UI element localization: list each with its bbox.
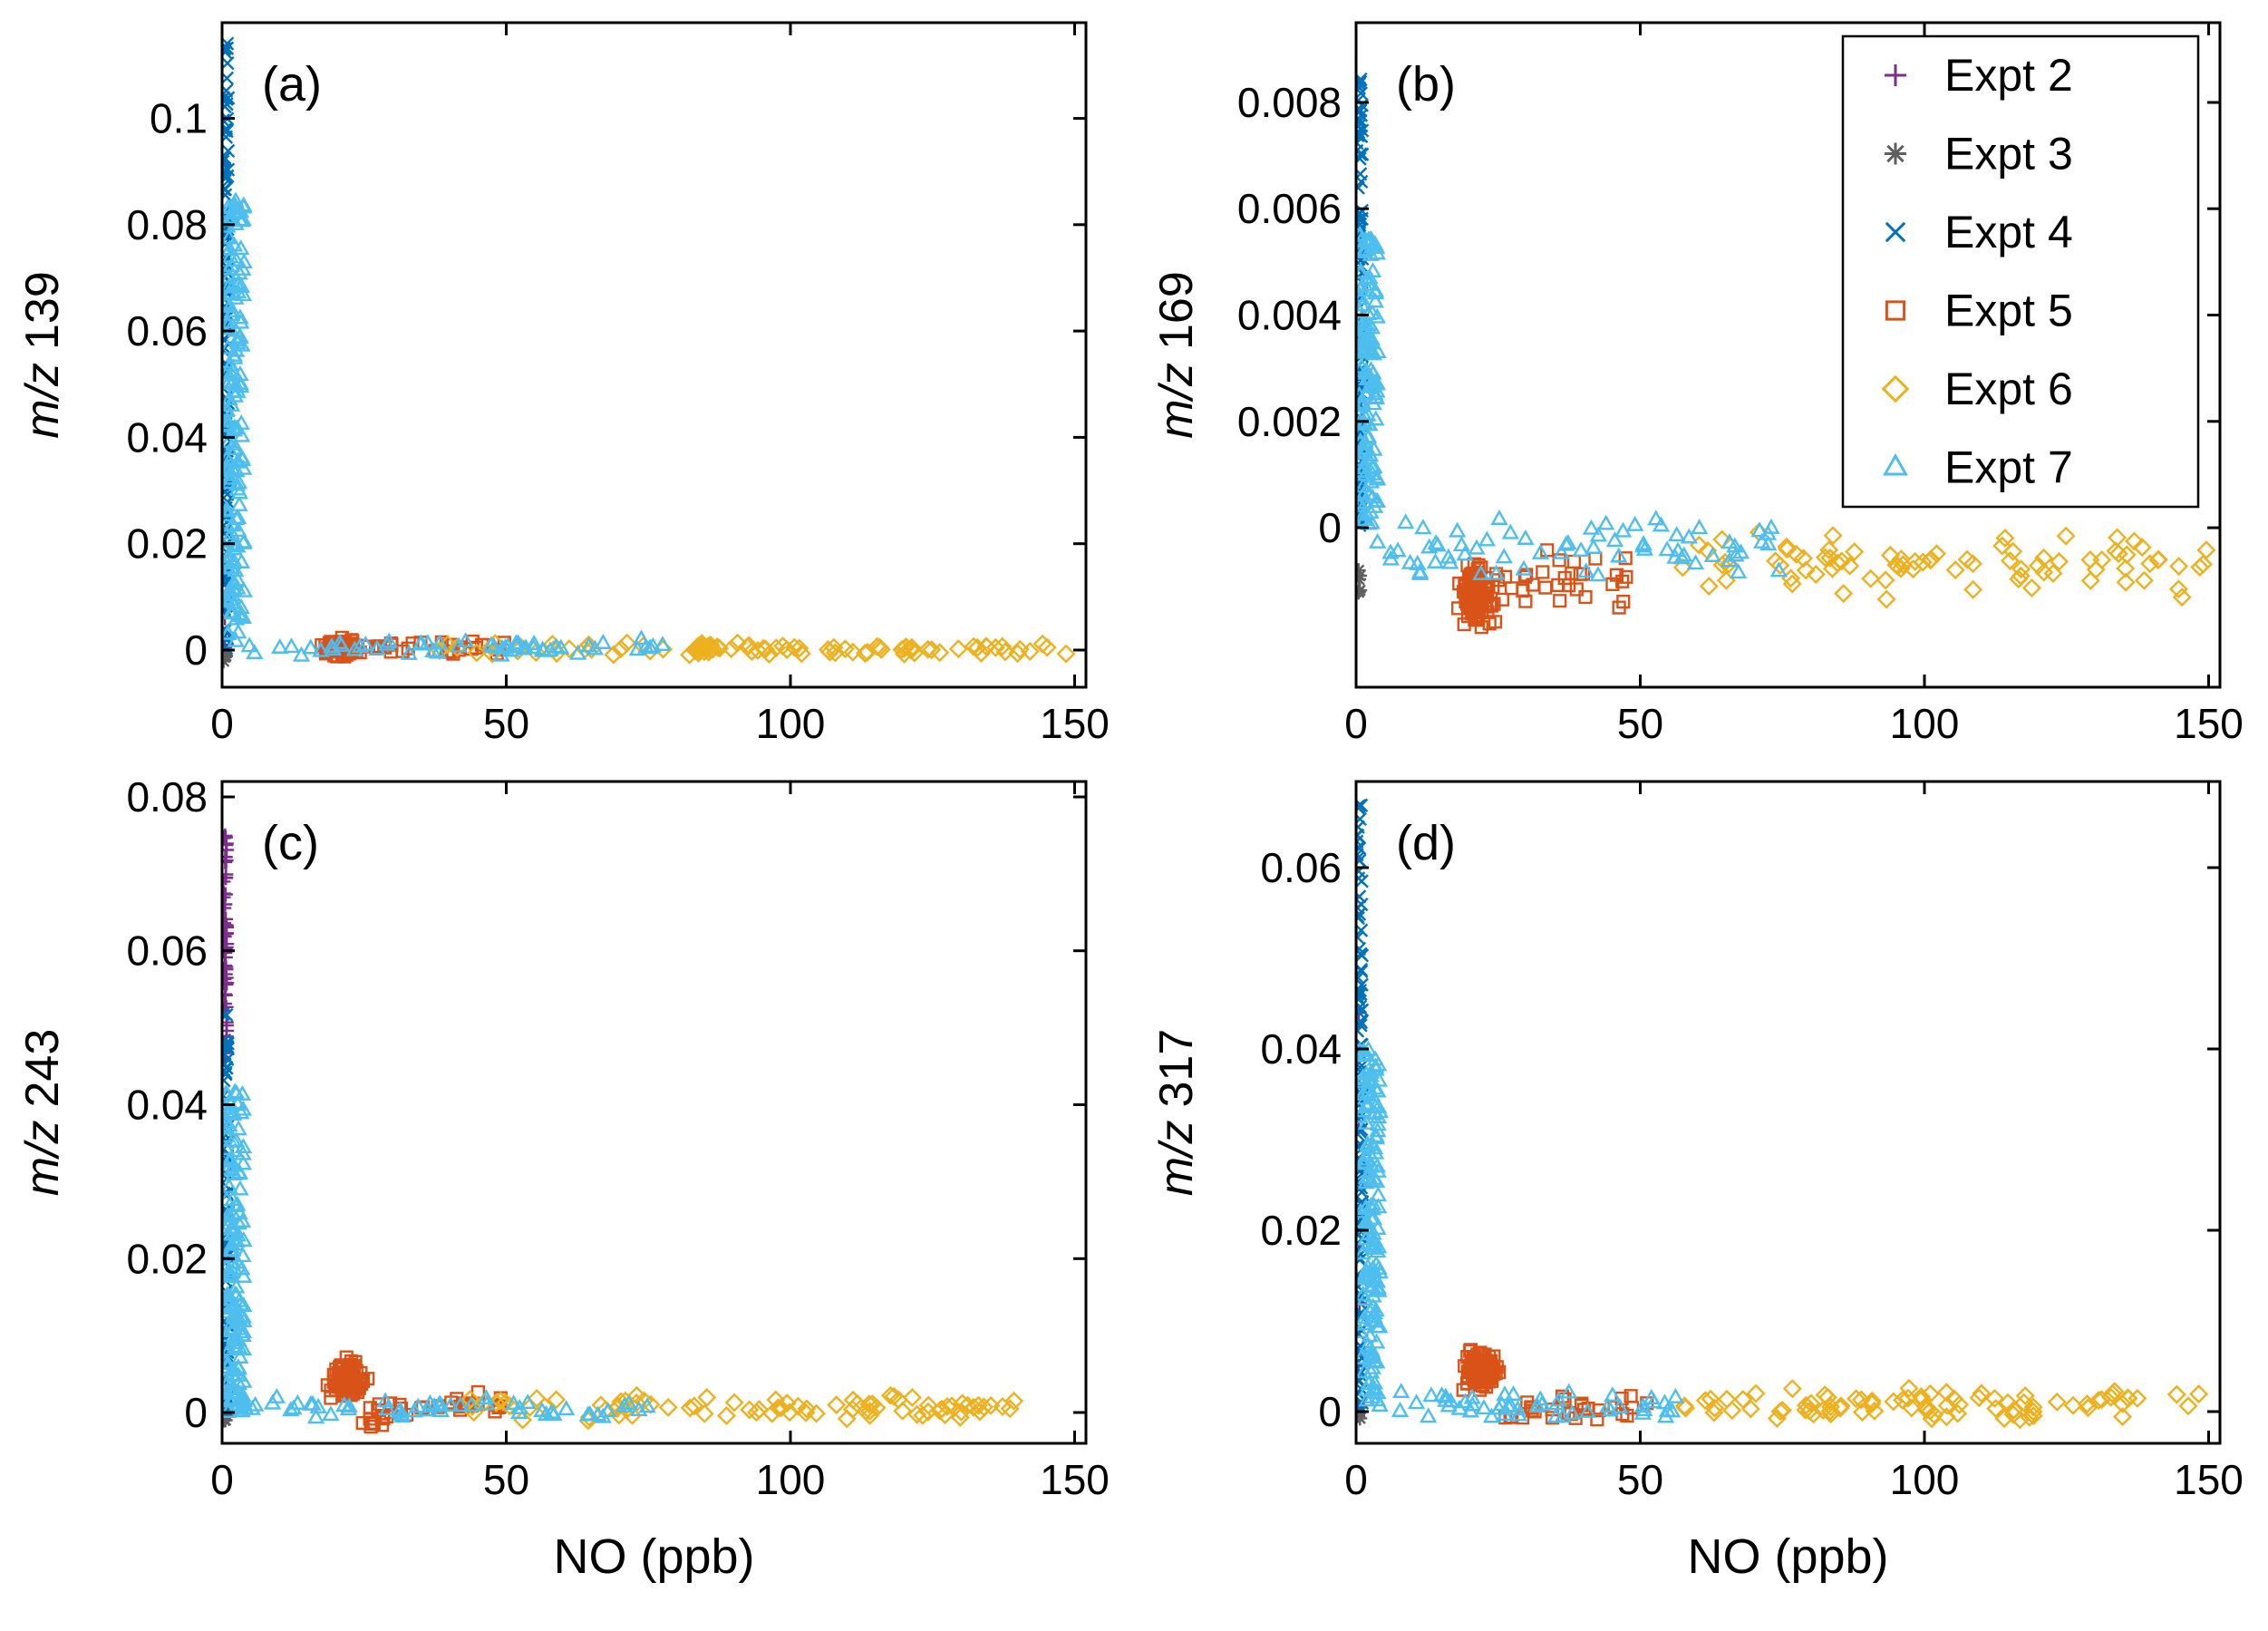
legend-item-label: Expt 3	[1944, 129, 2073, 180]
svg-text:150: 150	[2174, 1456, 2244, 1503]
svg-text:0.04: 0.04	[126, 1082, 208, 1129]
svg-text:0.004: 0.004	[1237, 292, 1342, 339]
svg-text:0.06: 0.06	[126, 927, 208, 975]
legend-item-label: Expt 5	[1944, 286, 2073, 336]
svg-text:50: 50	[1617, 700, 1663, 747]
series-expt5-points	[1451, 543, 1633, 635]
svg-text:50: 50	[1617, 1456, 1663, 1503]
svg-text:0: 0	[184, 1389, 208, 1436]
series-expt3-points	[1356, 563, 1368, 600]
svg-text:0.02: 0.02	[126, 1235, 208, 1282]
series-layer-c	[222, 828, 1024, 1434]
panel-d: 0 50 100 150 0 0.02 0.04 0.06 m/z317 NO (ppb) (d)	[1150, 780, 2244, 1584]
svg-text:0.02: 0.02	[1260, 1207, 1342, 1254]
x-axis-label-d: NO (ppb)	[1687, 1529, 1888, 1584]
svg-text:150: 150	[1040, 1456, 1110, 1503]
series-expt6-points	[1674, 1378, 2209, 1430]
panel-letter-b: (b)	[1396, 57, 1456, 112]
panel-a: 0 50 100 150 0 0.02 0.04 0.06 0.08 0.1 m/z139 (a)	[16, 21, 1110, 747]
svg-text:50: 50	[483, 1456, 529, 1503]
tick-labels-c: 0 50 100 150 0 0.02 0.04 0.06 0.08	[126, 773, 1109, 1503]
diamond-icon	[1881, 374, 1910, 403]
panel-letter-c: (c)	[262, 816, 319, 870]
plus-icon	[1885, 64, 1906, 86]
svg-text:0.008: 0.008	[1237, 79, 1342, 126]
axes-d	[1354, 780, 2222, 1445]
asterisk-icon	[1885, 142, 1906, 165]
svg-text:0.006: 0.006	[1237, 185, 1342, 232]
svg-text:0: 0	[1318, 504, 1342, 551]
legend-item-expt6: Expt 6	[1881, 364, 2073, 414]
series-expt7-points	[1356, 225, 1788, 582]
series-expt7-points	[1356, 1040, 1685, 1423]
tick-labels-b: 0 50 100 150 0 0.002 0.004 0.006 0.008	[1237, 79, 2244, 747]
svg-text:0: 0	[1318, 1388, 1342, 1435]
y-axis-label-a: m/z139	[16, 271, 69, 439]
svg-text:0: 0	[1344, 700, 1368, 747]
square-icon	[1885, 300, 1906, 321]
y-axis-label-d: m/z317	[1150, 1029, 1203, 1197]
svg-text:100: 100	[756, 700, 826, 747]
panel-letter-d: (d)	[1396, 816, 1456, 870]
svg-text:0: 0	[184, 626, 208, 674]
svg-text:100: 100	[756, 1456, 826, 1503]
tick-labels-d: 0 50 100 150 0 0.02 0.04 0.06	[1260, 844, 2243, 1503]
x-icon	[1885, 221, 1906, 243]
legend-item-label: Expt 6	[1944, 364, 2073, 414]
svg-text:0.04: 0.04	[1260, 1025, 1342, 1073]
svg-text:0.04: 0.04	[126, 413, 208, 461]
svg-text:0.06: 0.06	[1260, 844, 1342, 891]
legend-item-expt4: Expt 4	[1885, 207, 2073, 257]
svg-text:0: 0	[1344, 1456, 1368, 1503]
svg-text:0.06: 0.06	[126, 307, 208, 354]
x-axis-label-c: NO (ppb)	[553, 1529, 754, 1584]
panel-b: 0 50 100 150 0 0.002 0.004 0.006 0.008 m/z169 (b) E…	[1150, 21, 2244, 747]
series-layer-a	[222, 36, 1076, 669]
legend-item-expt5: Expt 5	[1885, 286, 2073, 336]
y-axis-label-b: m/z169	[1150, 271, 1203, 439]
panel-c: 0 50 100 150 0 0.02 0.04 0.06 0.08 m/z243 NO (ppb)…	[16, 773, 1110, 1584]
series-layer-d	[1356, 798, 2209, 1430]
y-axis-label-c: m/z243	[16, 1029, 69, 1197]
svg-text:0.08: 0.08	[126, 201, 208, 248]
svg-text:100: 100	[1890, 1456, 1960, 1503]
series-expt7-points	[222, 191, 672, 662]
series-expt7-points	[222, 1082, 656, 1424]
svg-text:50: 50	[483, 700, 529, 747]
legend-item-expt7: Expt 7	[1883, 442, 2073, 493]
tick-labels-a: 0 50 100 150 0 0.02 0.04 0.06 0.08 0.1	[126, 95, 1109, 747]
series-expt3-points	[222, 646, 233, 669]
legend-item-label: Expt 2	[1944, 50, 2073, 101]
triangle-icon	[1883, 452, 1908, 476]
svg-text:150: 150	[2174, 700, 2244, 747]
legend: Expt 2 Expt 3 Expt 4 Expt 5 Expt 6 Expt 7	[1841, 34, 2200, 509]
svg-text:0.002: 0.002	[1237, 398, 1342, 445]
legend-item-label: Expt 7	[1944, 442, 2073, 493]
axes-b	[1354, 21, 2222, 689]
panel-letter-a: (a)	[262, 57, 322, 112]
series-expt6-points	[1672, 522, 2216, 609]
svg-text:150: 150	[1040, 700, 1110, 747]
svg-text:0.08: 0.08	[126, 773, 208, 820]
svg-text:0: 0	[210, 1456, 234, 1503]
svg-text:100: 100	[1890, 700, 1960, 747]
legend-item-label: Expt 4	[1944, 207, 2073, 257]
svg-text:0.02: 0.02	[126, 520, 208, 568]
series-layer-b	[1356, 72, 2216, 635]
series-expt5-points	[320, 1350, 508, 1434]
axes-c	[220, 780, 1088, 1445]
svg-text:0.1: 0.1	[150, 95, 208, 142]
svg-text:0: 0	[210, 700, 234, 747]
legend-item-expt3: Expt 3	[1885, 129, 2073, 180]
axes-a	[220, 21, 1088, 689]
legend-item-expt2: Expt 2	[1885, 50, 2073, 101]
